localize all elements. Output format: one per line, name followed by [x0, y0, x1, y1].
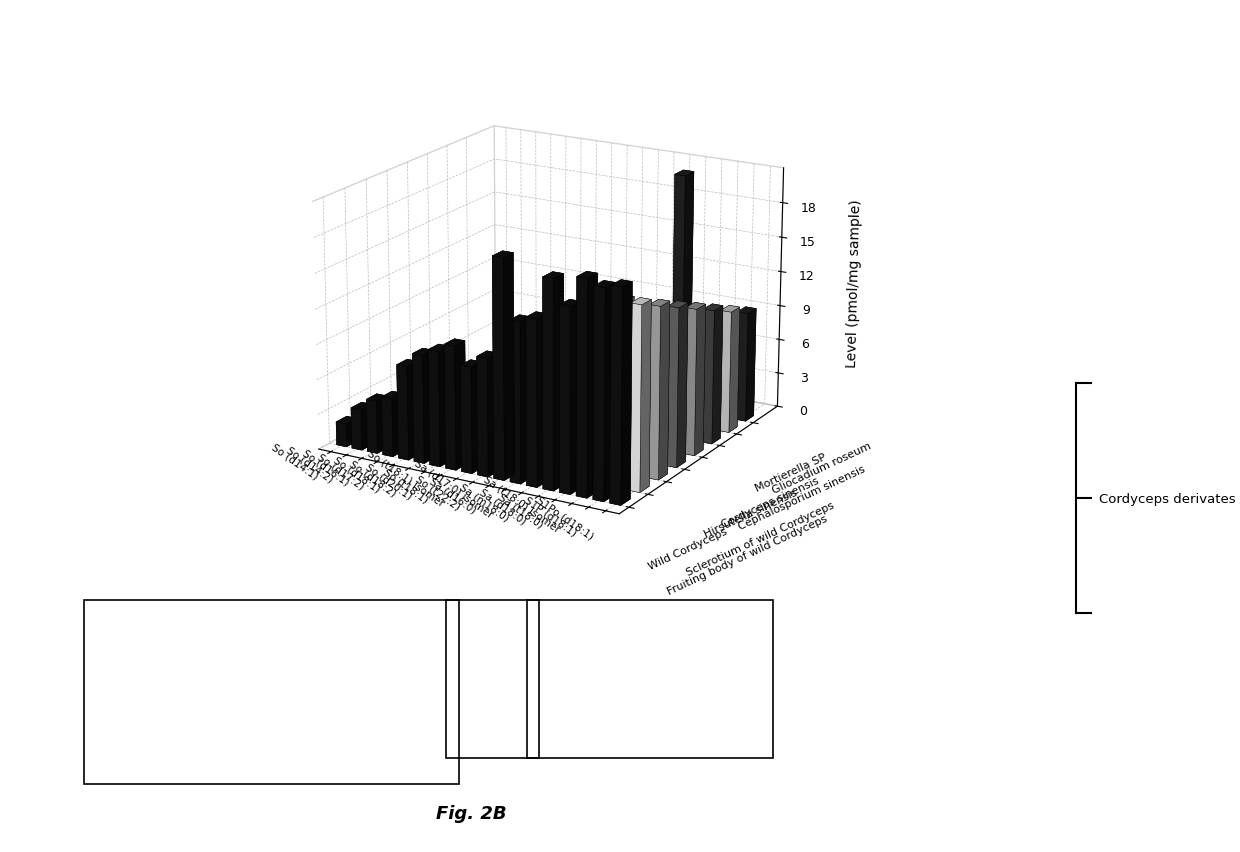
Text: Fig. 2B: Fig. 2B: [436, 804, 506, 822]
Text: Cordyceps derivates: Cordyceps derivates: [1099, 492, 1235, 505]
